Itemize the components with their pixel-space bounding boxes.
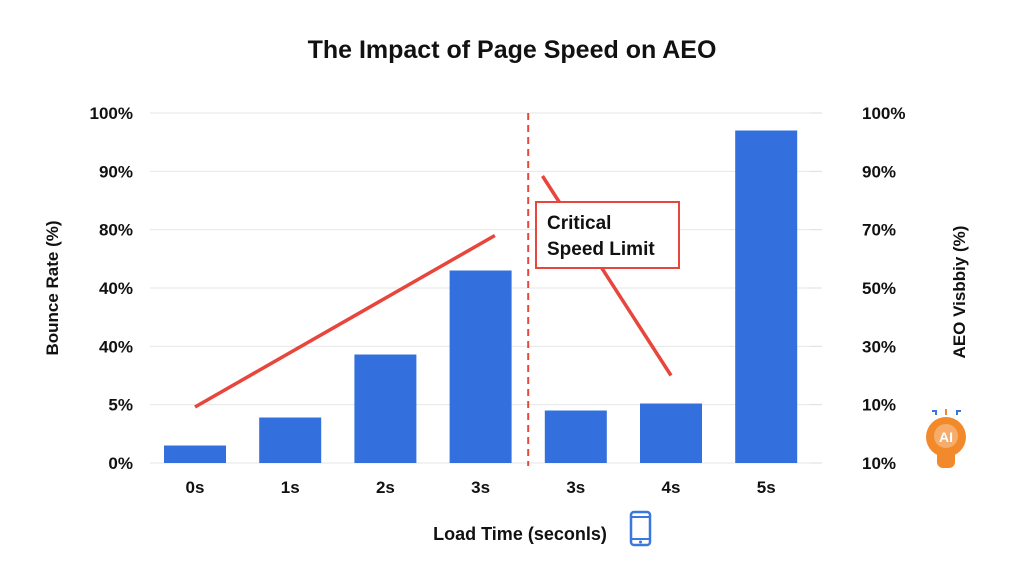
y-tick-label-right: 30%: [862, 337, 896, 356]
y-tick-label-right: 90%: [862, 162, 896, 181]
bar: [164, 445, 226, 463]
x-tick-label: 0s: [186, 478, 205, 497]
trend-line: [194, 233, 496, 409]
bar: [354, 354, 417, 463]
y-tick-label-left: 5%: [108, 396, 133, 415]
ai-brain-icon: AI: [926, 409, 966, 468]
bar: [544, 410, 607, 463]
y-tick-label-left: 80%: [99, 221, 133, 240]
bar: [735, 130, 798, 463]
bar: [449, 270, 512, 463]
x-tick-label: 5s: [757, 478, 776, 497]
x-tick-label: 2s: [376, 478, 395, 497]
y-tick-label-left: 100%: [90, 104, 133, 123]
y-tick-label-left: 40%: [99, 337, 133, 356]
y-tick-label-right: 10%: [862, 396, 896, 415]
y-tick-label-right: 10%: [862, 454, 896, 473]
smartphone-icon: [629, 510, 652, 547]
chart-title: The Impact of Page Speed on AEO: [308, 36, 717, 64]
y-tick-label-right: 70%: [862, 221, 896, 240]
x-tick-label: 3s: [566, 478, 585, 497]
y-axis-label-left: Bounce Rate (%): [43, 220, 62, 355]
critical-speed-annotation: Critical Speed Limit: [535, 201, 680, 269]
svg-text:AI: AI: [939, 429, 953, 445]
x-axis-label: Load Time (seconls): [433, 524, 607, 544]
bar: [640, 403, 702, 463]
bar: [259, 417, 322, 463]
x-tick-label: 3s: [471, 478, 490, 497]
y-axis-label-right: AEO Visbbiy (%): [950, 226, 969, 359]
y-tick-label-left: 0%: [108, 454, 133, 473]
annotation-line-1: Critical: [547, 213, 611, 234]
y-tick-label-right: 50%: [862, 279, 896, 298]
y-tick-label-left: 90%: [99, 162, 133, 181]
x-tick-label: 4s: [662, 478, 681, 497]
y-tick-label-right: 100%: [862, 104, 905, 123]
x-tick-label: 1s: [281, 478, 300, 497]
annotation-line-2: Speed Limit: [547, 239, 655, 260]
y-tick-label-left: 40%: [99, 279, 133, 298]
